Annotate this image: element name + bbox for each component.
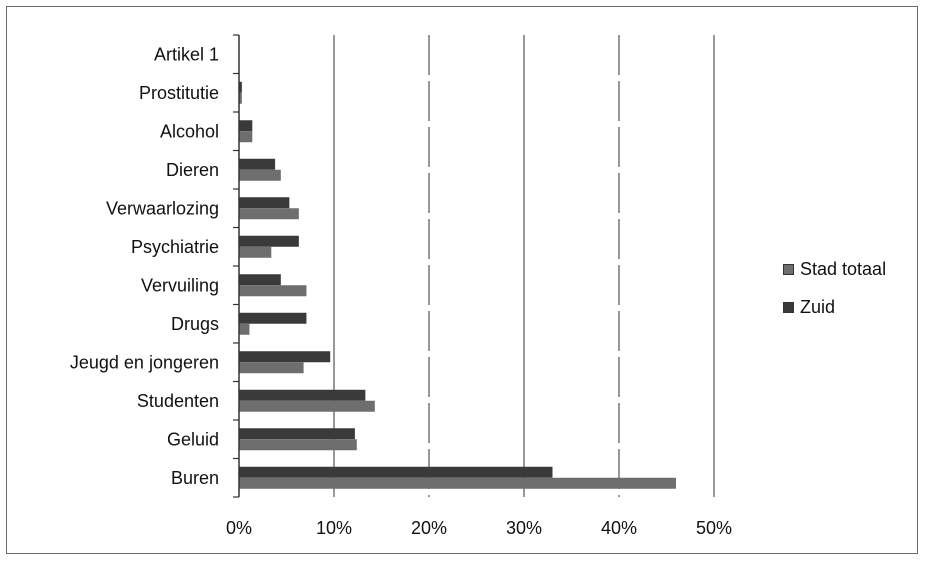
bars <box>239 81 676 489</box>
category-label: Psychiatrie <box>131 237 219 257</box>
category-label: Drugs <box>171 314 219 334</box>
bar-stad-totaal-psychiatrie <box>239 246 272 258</box>
x-tick-label: 10% <box>316 518 352 538</box>
bar-stad-totaal-vervuiling <box>239 285 307 297</box>
legend-item-stad-totaal: Stad totaal <box>783 257 886 281</box>
bar-stad-totaal-studenten <box>239 400 375 412</box>
x-tick-label: 0% <box>226 518 252 538</box>
bar-zuid-studenten <box>239 389 366 401</box>
bar-stad-totaal-verwaarlozing <box>239 208 299 220</box>
x-tick-label: 50% <box>696 518 732 538</box>
bar-stad-totaal-buren <box>239 477 676 489</box>
bar-zuid-dieren <box>239 158 276 170</box>
bar-zuid-vervuiling <box>239 274 281 286</box>
category-label: Artikel 1 <box>154 44 219 64</box>
legend-label-zuid: Zuid <box>800 296 836 317</box>
y-axis <box>233 34 240 498</box>
bar-zuid-jeugd-en-jongeren <box>239 351 331 363</box>
category-label: Verwaarlozing <box>106 198 219 218</box>
category-label: Buren <box>171 468 219 488</box>
bar-zuid-prostitutie <box>239 81 242 93</box>
category-label: Studenten <box>137 391 219 411</box>
legend-item-zuid: Zuid <box>783 295 886 319</box>
bar-chart: Artikel 1 Prostitutie Alcohol Dieren Verwaar… <box>70 34 732 538</box>
bar-zuid-drugs <box>239 312 307 324</box>
bar-stad-totaal-alcohol <box>239 131 253 143</box>
category-label: Alcohol <box>160 121 219 141</box>
bar-stad-totaal-dieren <box>239 169 281 181</box>
bar-zuid-verwaarlozing <box>239 197 290 209</box>
legend-swatch-zuid <box>783 301 794 313</box>
gridlines <box>333 35 715 497</box>
category-label: Vervuiling <box>141 275 219 295</box>
category-labels: Artikel 1 Prostitutie Alcohol Dieren Verwaar… <box>70 44 219 488</box>
x-tick-labels: 0% 10% 20% 30% 40% 50% <box>226 518 732 538</box>
category-label: Prostitutie <box>139 83 219 103</box>
bar-zuid-psychiatrie <box>239 235 299 247</box>
category-label: Geluid <box>167 429 219 449</box>
bar-stad-totaal-jeugd-en-jongeren <box>239 362 304 374</box>
bar-zuid-alcohol <box>239 120 253 132</box>
legend: Stad totaal Zuid <box>783 257 886 333</box>
x-tick-label: 30% <box>506 518 542 538</box>
bar-stad-totaal-prostitutie <box>239 92 242 104</box>
chart-frame: Artikel 1 Prostitutie Alcohol Dieren Verwaar… <box>6 6 918 554</box>
legend-label-stad-totaal: Stad totaal <box>800 258 887 279</box>
bar-stad-totaal-geluid <box>239 439 357 451</box>
x-tick-label: 40% <box>601 518 637 538</box>
bar-zuid-buren <box>239 466 553 478</box>
x-tick-label: 20% <box>411 518 447 538</box>
legend-swatch-stad-totaal <box>783 263 794 275</box>
category-label: Jeugd en jongeren <box>70 352 219 372</box>
bar-zuid-geluid <box>239 428 355 440</box>
bar-stad-totaal-drugs <box>239 323 250 335</box>
category-label: Dieren <box>166 160 219 180</box>
